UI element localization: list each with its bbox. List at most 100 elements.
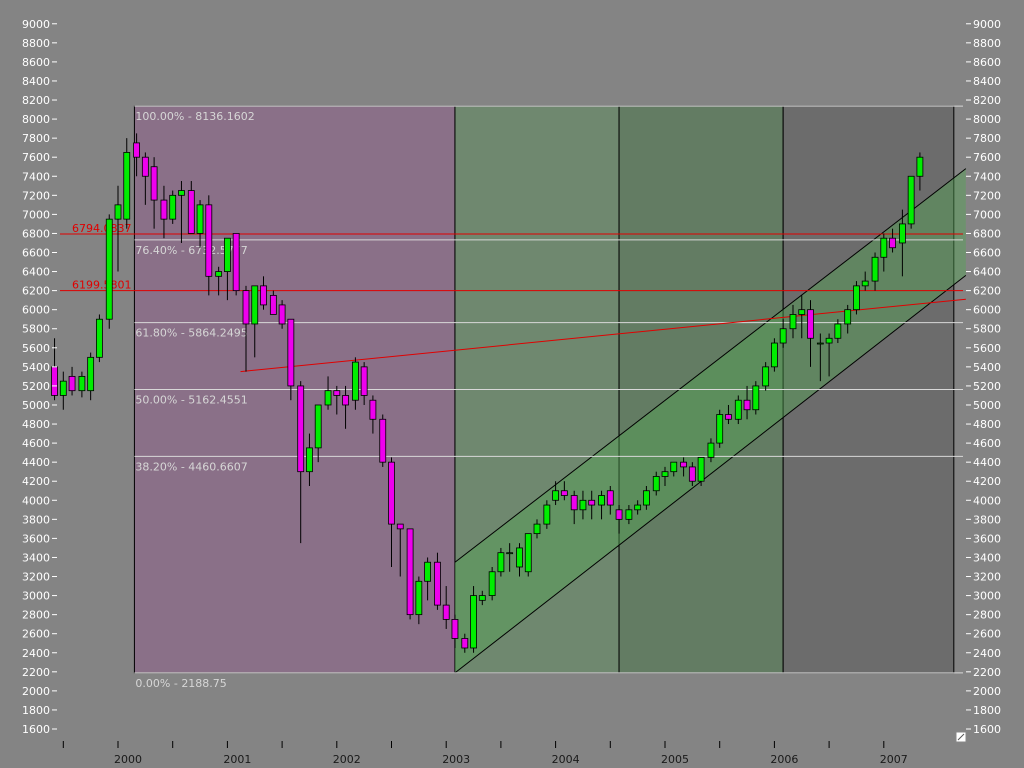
- candle: [424, 557, 432, 601]
- candle: [834, 319, 842, 344]
- candle: [379, 414, 387, 467]
- y-tick-label-right: 6200: [973, 285, 1001, 298]
- y-tick-label-right: 1600: [973, 723, 1001, 736]
- candle: [324, 376, 332, 410]
- candle: [434, 552, 441, 610]
- y-tick-label-right: 7000: [973, 208, 1001, 221]
- y-tick-label-right: 2600: [973, 628, 1001, 641]
- candle-body: [643, 490, 650, 506]
- y-tick-label-left: 7800: [22, 132, 50, 145]
- y-tick-label-right: 7800: [973, 132, 1001, 145]
- y-tick-label-right: 5000: [973, 399, 1001, 412]
- y-tick-label-right: 8800: [973, 37, 1001, 50]
- candle-body: [743, 399, 751, 411]
- candle: [588, 490, 596, 520]
- y-tick-label-right: 7200: [973, 189, 1001, 202]
- candle-body: [461, 638, 469, 649]
- candle-body: [579, 499, 587, 511]
- fib-label-3: 50.00% - 5162.4551: [135, 393, 247, 406]
- candle: [269, 290, 277, 315]
- candle-body: [798, 309, 806, 315]
- candle-body: [779, 328, 787, 344]
- y-axis-left: 1600 1800 2000 2200 2400 2600 2800 3000 3200 3400…: [22, 18, 57, 736]
- candle-body: [205, 204, 213, 277]
- candle: [105, 214, 113, 329]
- candle: [242, 285, 250, 372]
- x-tick-label: 2007: [880, 753, 908, 766]
- y-tick-label-right: 2200: [973, 666, 1001, 679]
- candle: [196, 200, 204, 248]
- y-tick-label-right: 6000: [973, 304, 1001, 317]
- candle-body: [570, 495, 578, 511]
- y-tick-label-right: 1800: [973, 704, 1001, 717]
- y-tick-label-left: 6000: [22, 304, 50, 317]
- y-axis-right: 1600 1800 2000 2200 2400 2600 2800 3000 3200 3400…: [966, 18, 1001, 736]
- candle-body: [360, 366, 368, 396]
- y-tick-label-left: 6400: [22, 266, 50, 279]
- candle-body: [51, 366, 58, 396]
- candle-body: [697, 456, 705, 482]
- candle: [306, 433, 313, 486]
- candle-body: [880, 237, 888, 258]
- candle-body: [506, 552, 514, 555]
- candle-body: [287, 318, 295, 387]
- candle-body: [333, 390, 341, 396]
- candle-body: [670, 461, 678, 473]
- x-tick-label: 2004: [552, 753, 580, 766]
- resize-corner-icon[interactable]: [955, 731, 967, 743]
- candle: [524, 533, 532, 577]
- candle: [716, 409, 724, 448]
- candle-body: [68, 375, 76, 392]
- candle-body: [560, 490, 568, 496]
- y-tick-label-left: 4800: [22, 418, 50, 431]
- y-tick-label-right: 5400: [973, 361, 1001, 374]
- y-tick-label-right: 6800: [973, 227, 1001, 240]
- y-tick-label-right: 3200: [973, 571, 1001, 584]
- candle: [798, 295, 806, 339]
- candle-body: [415, 580, 423, 616]
- candle-body: [223, 237, 231, 272]
- y-tick-label-right: 4800: [973, 418, 1001, 431]
- candle: [141, 152, 149, 205]
- candle-body: [260, 285, 267, 306]
- y-tick-label-right: 2400: [973, 647, 1001, 660]
- candle: [598, 490, 605, 520]
- y-tick-label-right: 2800: [973, 609, 1001, 622]
- candle-body: [424, 561, 432, 582]
- candle: [634, 500, 642, 515]
- candle: [187, 181, 195, 234]
- candle: [442, 586, 450, 629]
- candle-body: [114, 204, 122, 220]
- candle: [762, 362, 770, 391]
- y-tick-label-left: 1600: [22, 723, 50, 736]
- candle-body: [369, 399, 377, 420]
- x-axis: 2000 2001 2002 2003 2004 2005 2006 2007: [62, 741, 908, 766]
- y-tick-label-right: 5800: [973, 323, 1001, 336]
- candle-body: [816, 342, 824, 345]
- candle: [880, 233, 888, 272]
- candles: [51, 133, 924, 653]
- candle: [560, 481, 568, 501]
- y-tick-label-left: 7400: [22, 170, 50, 183]
- candle: [96, 314, 103, 363]
- candle: [734, 395, 742, 425]
- candle: [87, 352, 95, 401]
- candle: [406, 528, 414, 620]
- candle-body: [434, 561, 441, 606]
- candle-body: [834, 323, 842, 339]
- candle: [688, 462, 696, 486]
- y-tick-label-right: 3800: [973, 513, 1001, 526]
- fib-label-4: 38.20% - 4460.6607: [135, 460, 247, 473]
- candle: [789, 304, 797, 339]
- candle-body: [734, 399, 742, 420]
- candle-body: [141, 156, 149, 177]
- fib-label-1: 76.40% - 6732.5777: [135, 244, 247, 257]
- y-tick-label-left: 3200: [22, 571, 50, 584]
- candle: [232, 233, 240, 296]
- candle: [552, 481, 559, 506]
- candle-body: [123, 152, 131, 220]
- x-tick-label: 2001: [223, 753, 251, 766]
- candle-body: [406, 528, 414, 616]
- candle: [451, 614, 459, 648]
- candle: [606, 485, 614, 515]
